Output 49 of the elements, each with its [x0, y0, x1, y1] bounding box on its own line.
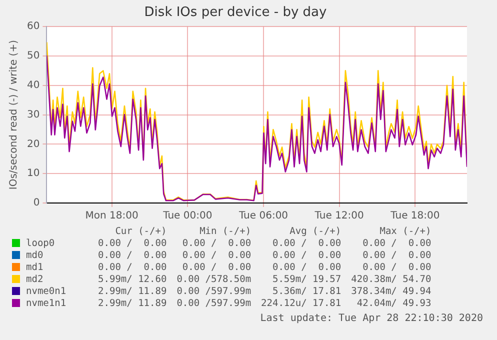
x-tick-label: Tue 00:00 [162, 210, 212, 222]
x-tick-label: Tue 12:00 [314, 210, 364, 222]
legend-label: loop0 [25, 238, 56, 250]
y-tick-label: 0 [33, 198, 40, 209]
y-axis-title: IOs/second read (-) / write (+) [8, 40, 20, 190]
text: Last update: Tue Apr 28 22:10:30 2020 [260, 313, 483, 324]
text: 224.12u/ 17.81 [260, 298, 342, 310]
y-tick-label: 60 [26, 21, 40, 32]
legend-label: nvme1n1 [25, 298, 68, 310]
text: 0.00 / 0.00 [97, 250, 168, 262]
y-tick-label: 50 [26, 50, 40, 62]
legend-label: md1 [25, 262, 44, 274]
text: 5.59m/ 19.57 [271, 274, 342, 286]
text: 0.00 / 0.00 [97, 262, 168, 274]
legend-label: md0 [25, 250, 44, 262]
text: 5.36m/ 17.81 [271, 286, 342, 298]
x-tick-label: Mon 18:00 [85, 210, 138, 222]
text: 0.00 / 0.00 [181, 262, 252, 274]
text: 42.04m/ 49.93 [356, 298, 432, 310]
y-tick-label: 20 [26, 138, 40, 150]
x-tick-label: Tue 18:00 [390, 210, 440, 222]
text: 0.00 / 0.00 [271, 238, 342, 250]
text: Cur (-/+) [114, 226, 168, 238]
y-tick-label: 30 [26, 109, 40, 120]
text: 0.00 / 0.00 [97, 238, 168, 250]
text: Min (-/+) [198, 226, 252, 238]
text: 0.00 / 0.00 [271, 262, 342, 274]
text: 2.99m/ 11.89 [97, 298, 168, 310]
y-tick-label: 10 [26, 168, 40, 180]
text: 0.00 / 0.00 [181, 250, 252, 262]
text: 0.00 /597.99m [176, 286, 252, 298]
text: Max (-/+) [378, 226, 432, 238]
text: 5.99m/ 12.60 [97, 274, 168, 286]
y-tick-label: 40 [26, 80, 40, 91]
chart-title: Disk IOs per device - by day [144, 5, 328, 20]
legend-label: md2 [25, 274, 44, 286]
text: 0.00 / 0.00 [362, 250, 432, 262]
text: 0.00 /578.50m [176, 274, 252, 286]
text: 378.34m/ 49.94 [350, 286, 432, 298]
x-tick-label: Tue 06:00 [238, 210, 288, 222]
text: 0.00 / 0.00 [181, 238, 252, 250]
text: 0.00 / 0.00 [362, 238, 432, 250]
text: Avg (-/+) [288, 226, 342, 238]
text: 0.00 / 0.00 [362, 262, 432, 274]
text: 0.00 / 0.00 [271, 250, 342, 262]
text: 420.38m/ 54.70 [350, 274, 432, 286]
text: 0.00 /597.99m [176, 298, 252, 310]
text: 2.99m/ 11.89 [97, 286, 168, 298]
legend-label: nvme0n1 [25, 286, 68, 298]
